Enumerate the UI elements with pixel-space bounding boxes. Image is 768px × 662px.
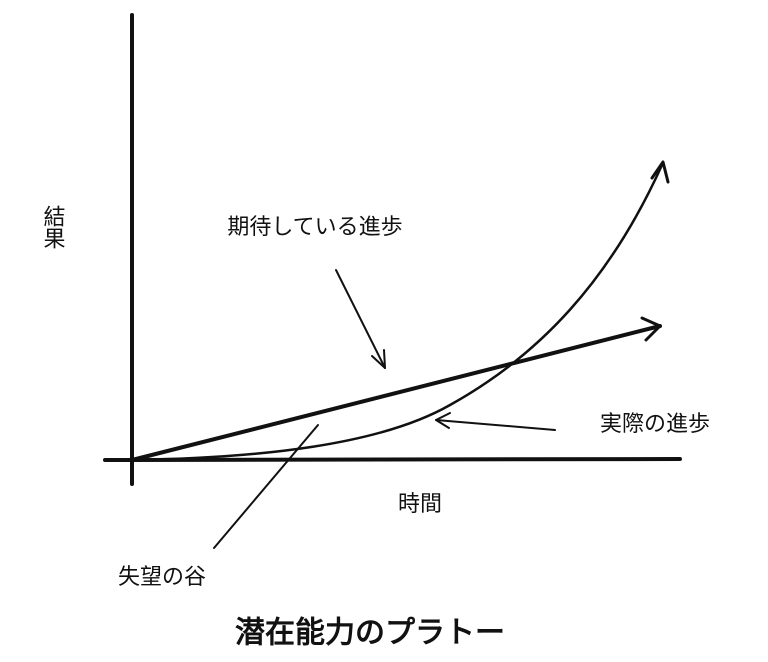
y-axis-label: 結果	[40, 205, 66, 249]
actual-curve	[130, 163, 664, 462]
expected-label: 期待している進歩	[227, 215, 402, 240]
valley-label: 失望の谷	[118, 565, 206, 590]
actual-pointer	[435, 419, 556, 431]
expected-arrowhead	[640, 316, 662, 342]
expected-pointer-head	[371, 349, 386, 369]
actual-pointer-head	[435, 412, 451, 429]
x-axis-label: 時間	[398, 492, 442, 517]
actual-label: 実際の進歩	[600, 412, 710, 437]
title: 潜在能力のプラトー	[235, 616, 505, 651]
expected-line	[130, 324, 662, 462]
expected-pointer	[335, 269, 386, 369]
valley-pointer	[213, 424, 319, 549]
x-axis	[103, 457, 682, 462]
actual-arrowhead	[650, 160, 670, 184]
